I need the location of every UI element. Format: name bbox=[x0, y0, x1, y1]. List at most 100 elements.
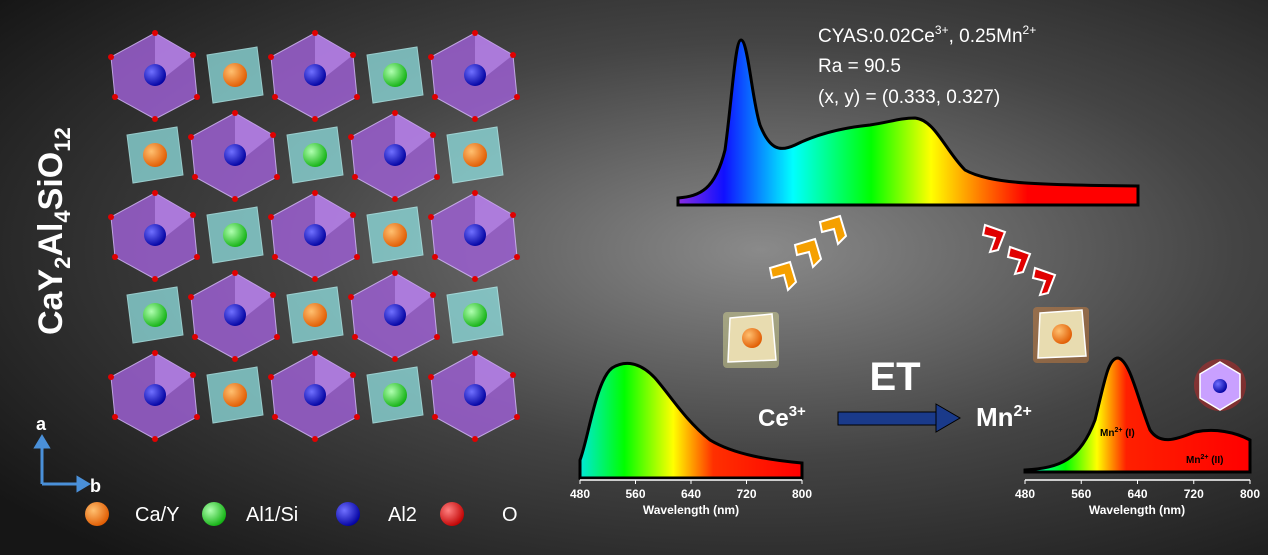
donor-label: Ce3+ bbox=[758, 403, 806, 432]
oxygen bbox=[472, 350, 478, 356]
oxygen bbox=[510, 212, 516, 218]
oxygen bbox=[352, 334, 358, 340]
atom bbox=[304, 64, 326, 86]
oxygen bbox=[312, 190, 318, 196]
oxygen bbox=[472, 276, 478, 282]
oxygen bbox=[190, 52, 196, 58]
mn-site-icon bbox=[1033, 307, 1089, 363]
atom bbox=[304, 224, 326, 246]
axis-indicator bbox=[33, 434, 91, 493]
x-tick-label: 800 bbox=[1240, 487, 1260, 501]
formula: CaY2Al4SiO12 bbox=[32, 127, 75, 335]
x-tick-label: 800 bbox=[792, 487, 812, 501]
oxygen bbox=[274, 334, 280, 340]
oxygen bbox=[232, 356, 238, 362]
oxygen bbox=[348, 294, 354, 300]
oxygen bbox=[428, 54, 434, 60]
oxygen bbox=[352, 174, 358, 180]
oxygen bbox=[348, 134, 354, 140]
acceptor-label: Mn2+ bbox=[976, 402, 1032, 432]
atom bbox=[303, 143, 327, 167]
oxygen bbox=[188, 294, 194, 300]
oxygen bbox=[472, 116, 478, 122]
atom bbox=[463, 303, 487, 327]
oxygen bbox=[312, 30, 318, 36]
atom bbox=[143, 143, 167, 167]
oxygen bbox=[112, 254, 118, 260]
atom bbox=[223, 223, 247, 247]
oxygen bbox=[152, 190, 158, 196]
atom bbox=[384, 144, 406, 166]
oxygen bbox=[274, 174, 280, 180]
legend-label: Ca/Y bbox=[135, 504, 179, 526]
atom bbox=[383, 63, 407, 87]
oxygen bbox=[354, 94, 360, 100]
atom bbox=[383, 223, 407, 247]
oxygen bbox=[194, 254, 200, 260]
oxygen bbox=[108, 374, 114, 380]
oxygen bbox=[152, 436, 158, 442]
atom bbox=[224, 304, 246, 326]
white-spectrum bbox=[676, 38, 1140, 207]
x-tick-label: 480 bbox=[570, 487, 590, 501]
oxygen bbox=[514, 254, 520, 260]
oxygen bbox=[272, 94, 278, 100]
oxygen bbox=[232, 270, 238, 276]
oxygen bbox=[272, 414, 278, 420]
ce-emission bbox=[578, 361, 804, 480]
atom bbox=[464, 224, 486, 246]
x-tick-label: 720 bbox=[1184, 487, 1204, 501]
atom bbox=[463, 143, 487, 167]
axis-b: b bbox=[90, 476, 101, 496]
x-tick-label: 480 bbox=[1015, 487, 1035, 501]
et-label: ET bbox=[869, 355, 920, 399]
oxygen bbox=[432, 414, 438, 420]
oxygen bbox=[312, 350, 318, 356]
oxygen bbox=[152, 30, 158, 36]
oxygen bbox=[268, 54, 274, 60]
crystal-structure bbox=[108, 30, 520, 442]
oxygen bbox=[510, 52, 516, 58]
peak-label: Mn2+ (I) bbox=[1100, 427, 1135, 439]
oxygen bbox=[428, 214, 434, 220]
oxygen bbox=[312, 436, 318, 442]
oxygen bbox=[190, 212, 196, 218]
x-tick-label: 720 bbox=[736, 487, 756, 501]
oxygen bbox=[194, 94, 200, 100]
x-axis-label: Wavelength (nm) bbox=[1089, 503, 1185, 517]
oxygen bbox=[392, 110, 398, 116]
oxygen bbox=[232, 110, 238, 116]
oxygen bbox=[192, 174, 198, 180]
oxygen bbox=[350, 372, 356, 378]
ra-label: Ra = 90.5 bbox=[818, 56, 901, 77]
legend: Ca/Y Al1/Si Al2 O bbox=[85, 502, 518, 526]
oxygen bbox=[392, 356, 398, 362]
atom bbox=[383, 383, 407, 407]
atom bbox=[464, 384, 486, 406]
oxygen bbox=[350, 52, 356, 58]
atom bbox=[304, 384, 326, 406]
sample-label: CYAS:0.02Ce3+, 0.25Mn2+ bbox=[818, 23, 1036, 47]
oxygen bbox=[192, 334, 198, 340]
atom bbox=[303, 303, 327, 327]
oxygen bbox=[434, 174, 440, 180]
oxygen bbox=[430, 132, 436, 138]
oxygen bbox=[354, 414, 360, 420]
x-axis-label: Wavelength (nm) bbox=[643, 503, 739, 517]
oxygen bbox=[190, 372, 196, 378]
oxygen bbox=[268, 214, 274, 220]
atom bbox=[144, 64, 166, 86]
atom bbox=[384, 304, 406, 326]
chevrons-red bbox=[981, 223, 1057, 297]
oxygen bbox=[354, 254, 360, 260]
oxygen bbox=[472, 190, 478, 196]
x-tick-label: 560 bbox=[1071, 487, 1091, 501]
oxygen bbox=[152, 350, 158, 356]
legend-label: Al1/Si bbox=[246, 504, 298, 526]
oxygen bbox=[514, 94, 520, 100]
oxygen bbox=[434, 334, 440, 340]
oxygen bbox=[194, 414, 200, 420]
oxygen bbox=[312, 276, 318, 282]
oxygen bbox=[152, 276, 158, 282]
oxygen bbox=[510, 372, 516, 378]
